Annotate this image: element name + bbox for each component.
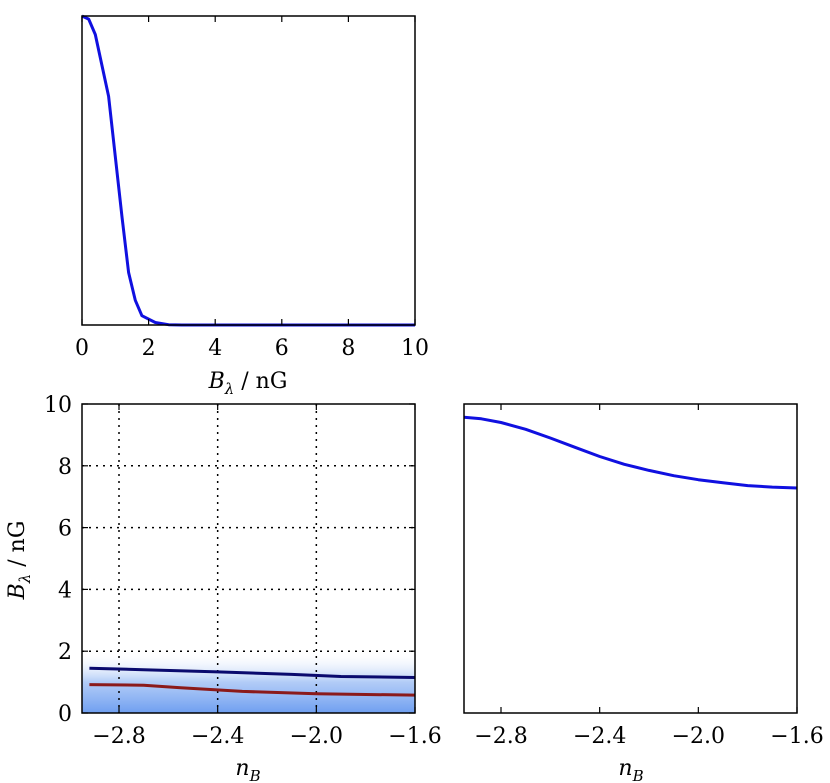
x-tick-label: −2.4 bbox=[573, 724, 626, 749]
x-tick-label: 4 bbox=[208, 336, 222, 361]
panel-bottom-left-ylabel: Bλ / nG bbox=[5, 521, 34, 601]
series-line-0 bbox=[89, 666, 416, 679]
x-tick-label: −2.0 bbox=[672, 724, 725, 749]
x-tick-label: −2.8 bbox=[474, 724, 527, 749]
y-tick-label: 2 bbox=[58, 640, 72, 665]
panel-bottom-left: −2.8 −2.4 −2.0 −1.6 0 2 4 6 8 10 nB Bλ / nG bbox=[5, 393, 442, 783]
y-tick-label: 8 bbox=[58, 455, 72, 480]
panel-bottom-left-frame bbox=[81, 403, 416, 714]
series-line-0 bbox=[81, 14, 415, 327]
y-tick-label: 10 bbox=[44, 393, 72, 418]
shaded-region bbox=[82, 651, 415, 713]
series-line-1 bbox=[89, 683, 416, 697]
panel-bottom-left-xlabel: nB bbox=[235, 756, 260, 783]
series-line-0 bbox=[463, 415, 798, 490]
panel-bottom-right: −2.8 −2.4 −2.0 −1.6 nB bbox=[463, 403, 824, 783]
panel-bottom-right-frame bbox=[463, 403, 798, 714]
x-tick-label: −2.8 bbox=[92, 724, 145, 749]
x-tick-label: −1.6 bbox=[388, 724, 441, 749]
x-tick-label: 6 bbox=[275, 336, 289, 361]
panel-top-left-frame bbox=[81, 15, 416, 326]
x-tick-label: −2.0 bbox=[290, 724, 343, 749]
x-tick-label: 0 bbox=[75, 336, 89, 361]
y-tick-label: 4 bbox=[58, 578, 72, 603]
x-tick-label: 8 bbox=[341, 336, 355, 361]
panel-top-left: 0 2 4 6 8 10 Bλ / nG bbox=[75, 14, 429, 398]
x-tick-label: 2 bbox=[142, 336, 156, 361]
y-tick-label: 0 bbox=[58, 702, 72, 727]
y-tick-label: 6 bbox=[58, 517, 72, 542]
x-tick-label: −1.6 bbox=[770, 724, 823, 749]
panel-top-left-xlabel: Bλ / nG bbox=[208, 369, 288, 398]
panel-bottom-right-xlabel: nB bbox=[618, 756, 643, 783]
x-tick-label: 10 bbox=[401, 336, 429, 361]
x-tick-label: −2.4 bbox=[191, 724, 244, 749]
